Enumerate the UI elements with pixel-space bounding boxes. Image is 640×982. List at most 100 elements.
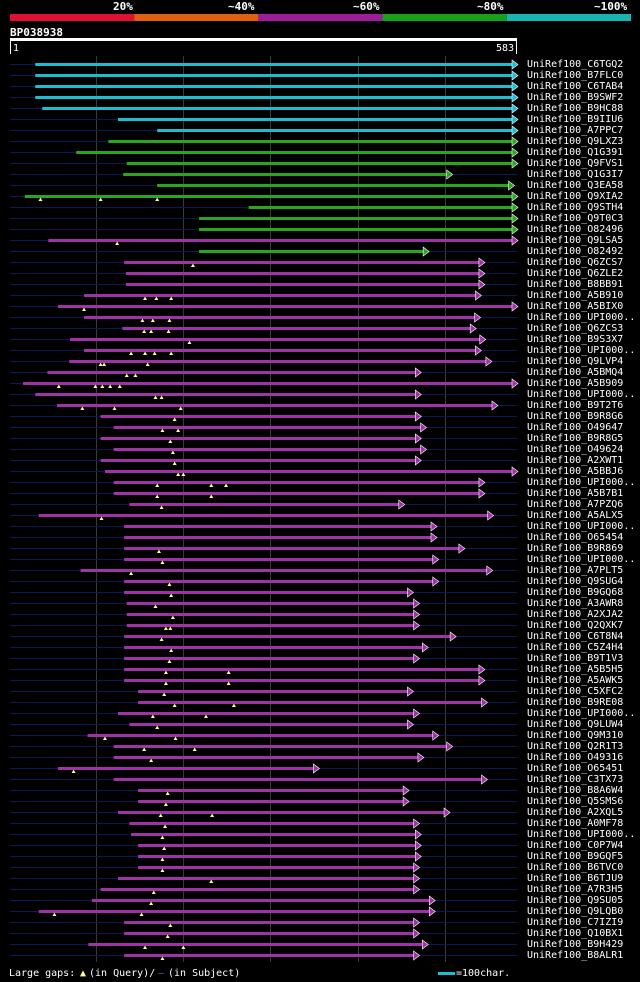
hit-label[interactable]: UniRef100_B9HC88 [527,103,624,114]
hit-arrow [413,928,421,939]
hit-label[interactable]: UniRef100_B9IIU6 [527,114,624,125]
hit-label[interactable]: UniRef100_C3TX73 [527,774,624,785]
hit-label[interactable]: UniRef100_O49624 [527,444,624,455]
hit-label[interactable]: UniRef100_O82496 [527,224,624,235]
gaps-legend-subject: (in Subject) [168,968,241,979]
hit-label[interactable]: UniRef100_A5BBJ6 [527,466,624,477]
hit-label[interactable]: UniRef100_O49647 [527,422,624,433]
hit-label[interactable]: UniRef100_Q9M310 [527,730,624,741]
hit-label[interactable]: UniRef100_B8ALR1 [527,950,624,961]
hit-label[interactable]: UniRef100_A0MF78 [527,818,624,829]
hit-label[interactable]: UniRef100_A2XJA2 [527,609,624,620]
hit-label[interactable]: UniRef100_B8A6W4 [527,785,624,796]
hit-label[interactable]: UniRef100_B8BB91 [527,279,624,290]
hit-label[interactable]: UniRef100_B9R8G6 [527,411,624,422]
hit-label[interactable]: UniRef100_Q9LQB0 [527,906,624,917]
hit-label[interactable]: UniRef100_Q9LXZ3 [527,136,624,147]
hit-label[interactable]: UniRef100_A5B7B1 [527,488,624,499]
hit-arrow [478,279,486,290]
hit-label[interactable]: UniRef100_A2XWT1 [527,455,624,466]
hit-label[interactable]: UniRef100_A5BMQ4 [527,367,624,378]
hit-label[interactable]: UniRef100_Q1G391 [527,147,624,158]
hit-bar [125,272,480,275]
hit-label[interactable]: UniRef100_UPI000.. [527,829,636,840]
hit-label[interactable]: UniRef100_C7IZI9 [527,917,624,928]
hit-label[interactable]: UniRef100_A5B910 [527,290,624,301]
gap-marker [143,945,148,949]
hit-label[interactable]: UniRef100_A5AWK5 [527,675,624,686]
hit-arrow [421,642,429,653]
hit-label[interactable]: UniRef100_Q3EA58 [527,180,624,191]
hit-label[interactable]: UniRef100_Q6ZLE2 [527,268,624,279]
hit-label[interactable]: UniRef100_UPI000.. [527,312,636,323]
hit-label[interactable]: UniRef100_UPI000.. [527,554,636,565]
hit-label[interactable]: UniRef100_A7R3H5 [527,884,624,895]
hit-label[interactable]: UniRef100_A5ALX5 [527,510,624,521]
hit-label[interactable]: UniRef100_Q9T0C3 [527,213,624,224]
hit-label[interactable]: UniRef100_B9GQ68 [527,587,624,598]
hit-label[interactable]: UniRef100_C0P7W4 [527,840,624,851]
hit-arrow [415,829,422,840]
hit-label[interactable]: UniRef100_UPI000.. [527,389,636,400]
hit-label[interactable]: UniRef100_B9R869 [527,543,624,554]
hit-label[interactable]: UniRef100_B9RE08 [527,697,624,708]
hit-label[interactable]: UniRef100_B6TVC0 [527,862,624,873]
hit-label[interactable]: UniRef100_C5Z4H4 [527,642,624,653]
hit-label[interactable]: UniRef100_Q5SMS6 [527,796,624,807]
hit-label[interactable]: UniRef100_Q2R1T3 [527,741,624,752]
hit-arrow [478,257,486,268]
hit-label[interactable]: UniRef100_B6TJU9 [527,873,624,884]
hit-label[interactable]: UniRef100_UPI000.. [527,521,636,532]
gap-marker [155,197,160,201]
hit-bar [138,800,405,803]
hit-label[interactable]: UniRef100_B9S3X7 [527,334,624,345]
hit-label[interactable]: UniRef100_C6TGQ2 [527,59,624,70]
hit-label[interactable]: UniRef100_O65454 [527,532,624,543]
hit-label[interactable]: UniRef100_O49316 [527,752,624,763]
hit-bar [57,767,315,770]
hit-label[interactable]: UniRef100_Q1G3I7 [527,169,624,180]
hit-bar [124,580,434,583]
hit-label[interactable]: UniRef100_A5B5H5 [527,664,624,675]
hit-label[interactable]: UniRef100_Q9SU05 [527,895,624,906]
hit-label[interactable]: UniRef100_Q9LUW4 [527,719,624,730]
hit-label[interactable]: UniRef100_Q9XIA2 [527,191,624,202]
hit-label[interactable]: UniRef100_B9R8G5 [527,433,624,444]
hit-label[interactable]: UniRef100_A7PPC7 [527,125,624,136]
hit-label[interactable]: UniRef100_A5B909 [527,378,624,389]
hit-label[interactable]: UniRef100_Q9SUG4 [527,576,624,587]
hit-label[interactable]: UniRef100_O82492 [527,246,624,257]
hit-label[interactable]: UniRef100_UPI000.. [527,345,636,356]
hit-label[interactable]: UniRef100_A5BIX0 [527,301,624,312]
hit-label[interactable]: UniRef100_A3AWR8 [527,598,624,609]
hit-label[interactable]: UniRef100_B9T2T6 [527,400,624,411]
hit-arrow [511,466,519,477]
hit-label[interactable]: UniRef100_Q2QXK7 [527,620,624,631]
gap-marker [168,439,173,443]
hit-label[interactable]: UniRef100_Q9LVP4 [527,356,624,367]
hit-arrow [511,224,519,235]
hit-label[interactable]: UniRef100_B9H429 [527,939,624,950]
hit-label[interactable]: UniRef100_B9GQF5 [527,851,624,862]
hit-label[interactable]: UniRef100_C6TAB4 [527,81,624,92]
hit-label[interactable]: UniRef100_UPI000.. [527,477,636,488]
hit-bar [104,470,513,473]
hit-label[interactable]: UniRef100_Q6ZCS3 [527,323,624,334]
hit-label[interactable]: UniRef100_A7PLT5 [527,565,624,576]
hit-label[interactable]: UniRef100_A2XQL5 [527,807,624,818]
hit-label[interactable]: UniRef100_Q9FVS1 [527,158,624,169]
hit-label[interactable]: UniRef100_C6T8N4 [527,631,624,642]
hit-label[interactable]: UniRef100_A7PZQ6 [527,499,624,510]
hit-bar [124,591,409,594]
hit-label[interactable]: UniRef100_B7FLC0 [527,70,624,81]
hit-label[interactable]: UniRef100_B9SWF2 [527,92,624,103]
hit-arrow [432,554,440,565]
hit-label[interactable]: UniRef100_Q9LSA5 [527,235,624,246]
hit-label[interactable]: UniRef100_Q10BX1 [527,928,624,939]
hit-label[interactable]: UniRef100_B9T1V3 [527,653,624,664]
hit-label[interactable]: UniRef100_Q6ZCS7 [527,257,624,268]
hit-label[interactable]: UniRef100_Q9STH4 [527,202,624,213]
hit-label[interactable]: UniRef100_O65451 [527,763,624,774]
hit-label[interactable]: UniRef100_C5XFC2 [527,686,624,697]
hit-label[interactable]: UniRef100_UPI000.. [527,708,636,719]
